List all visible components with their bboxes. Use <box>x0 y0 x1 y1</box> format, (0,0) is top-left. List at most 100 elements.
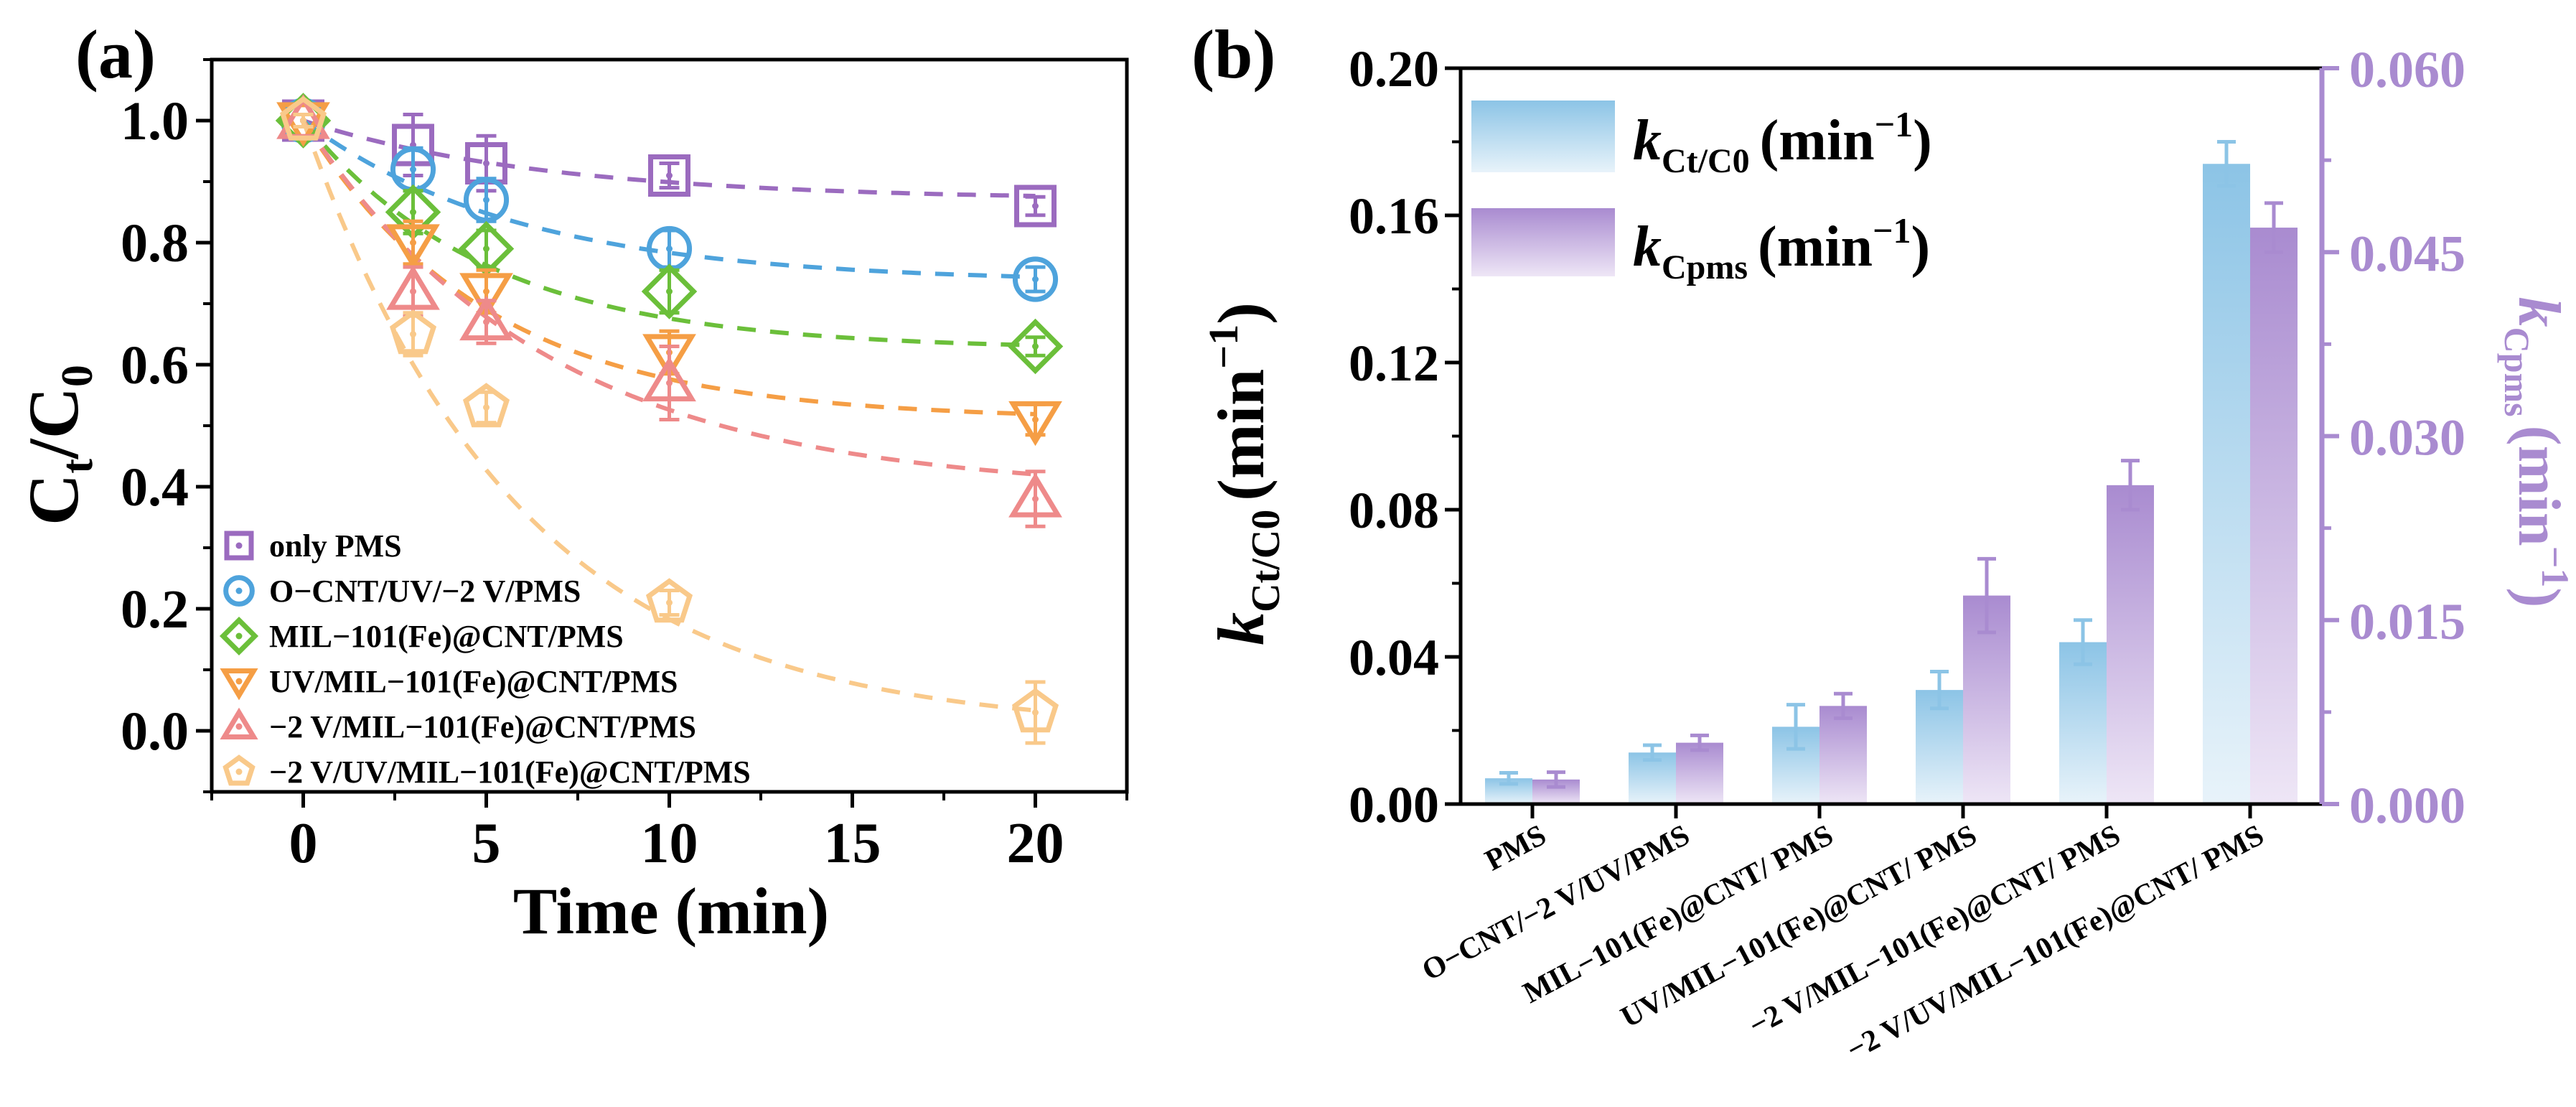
y2-tick-label-b: 0.015 <box>2349 593 2465 650</box>
x-tick-label-a: 10 <box>641 812 698 875</box>
x-tick-label-a: 5 <box>472 812 501 875</box>
data-point-3-4 <box>1008 401 1062 447</box>
legend-label-kcpms: kCpms (min−1) <box>1633 210 1930 286</box>
marker-center-dot <box>235 723 243 730</box>
data-point-3-3 <box>642 334 696 379</box>
axes-a: 0 5 10 15 20 0.0 0.2 0.4 0.6 0.8 1.0 <box>121 58 1128 875</box>
y2-axis-label-b: kCpms (min−1) <box>2497 297 2576 608</box>
data-point-4-2 <box>459 295 513 341</box>
legend-marker-2 <box>219 616 259 656</box>
legend-marker-1 <box>223 575 255 607</box>
data-points <box>275 93 1064 745</box>
marker-center-dot <box>1032 416 1039 423</box>
data-point-1-2 <box>463 177 510 223</box>
marker-center-dot <box>410 209 416 215</box>
legend-label-kct: kCt/C0 (min−1) <box>1633 104 1932 180</box>
x-tick-label-a: 0 <box>289 812 318 875</box>
ylabel-sub-0: 0 <box>53 365 102 387</box>
legend-marker-4 <box>220 707 258 739</box>
data-point-5-3 <box>645 578 693 623</box>
legend-a: only PMS O−CNT/UV/−2 V/PMS MIL−101(Fe)@CNT… <box>219 528 751 790</box>
marker-center-dot <box>235 632 243 640</box>
bar-1-1 <box>1676 742 1723 804</box>
marker-center-dot <box>666 172 673 179</box>
legend-kcpms-sub: Cpms <box>1662 248 1748 286</box>
marker-center-dot <box>1032 709 1039 716</box>
data-point-5-4 <box>1011 688 1059 733</box>
bar-1-4 <box>2107 485 2154 804</box>
legend-marker-3 <box>220 668 258 701</box>
y-tick-label-b: 0.12 <box>1349 335 1439 392</box>
bar-1-2 <box>1819 706 1867 804</box>
bars <box>1485 140 2298 804</box>
marker-center-dot <box>483 160 490 167</box>
svg-text:Ct/C0: Ct/C0 <box>14 365 102 526</box>
marker-center-dot <box>410 288 416 295</box>
legend-label-3: UV/MIL−101(Fe)@CNT/PMS <box>269 664 678 699</box>
legend-label-5: −2 V/UV/MIL−101(Fe)@CNT/PMS <box>269 755 751 790</box>
data-point-3-1 <box>386 224 440 269</box>
panel-a-label: (a) <box>75 16 156 93</box>
legend-label-2: MIL−101(Fe)@CNT/PMS <box>269 619 624 654</box>
y2label-close: ) <box>2506 587 2572 607</box>
axes-b: 0.00 0.04 0.08 0.12 0.16 0.20 0.000 0.015 0.030 0… <box>1349 40 2465 834</box>
y-tick-label-a: 0.4 <box>121 457 189 518</box>
y-tick-label-a: 0.2 <box>121 579 189 640</box>
y-tick-label-a: 0.6 <box>121 335 189 396</box>
y-tick-label-b: 0.08 <box>1349 482 1439 539</box>
data-point-5-2 <box>462 383 510 428</box>
marker-center-dot <box>1032 276 1039 283</box>
panel-b: (b) 0.000.040.080.120.160.200.0000.0150.… <box>1191 16 2576 1067</box>
marker-center-dot <box>483 404 490 411</box>
y-tick-label-a: 1.0 <box>121 91 189 151</box>
marker-center-dot <box>483 288 490 295</box>
bar-1-5 <box>2250 228 2298 804</box>
svg-text:kCt/C0(min−1): kCt/C0 (min−1) <box>1200 302 1288 645</box>
ylabel-b-close: ) <box>1204 302 1278 324</box>
marker-center-dot <box>483 197 490 203</box>
y2-tick-label-b: 0.030 <box>2349 409 2465 467</box>
marker-center-dot <box>666 599 673 606</box>
legend-swatch-kct <box>1471 101 1615 172</box>
x-tick-label-a: 15 <box>824 812 881 875</box>
marker-center-dot <box>410 331 416 337</box>
x-tick-label-a: 20 <box>1007 812 1064 875</box>
y-axis-label-a: Ct/C0 <box>14 365 102 526</box>
marker-center-dot <box>235 542 243 549</box>
data-point-1-4 <box>1012 256 1059 302</box>
y-axis-label-b: kCt/C0 (min−1) <box>1200 302 1288 645</box>
y2label-sub: Cpms <box>2497 327 2537 417</box>
category-label-0: PMS <box>1480 818 1552 877</box>
panel-b-label: (b) <box>1191 16 1275 93</box>
marker-center-dot <box>483 246 490 252</box>
legend-marker-5 <box>223 755 256 786</box>
marker-center-dot <box>1032 202 1039 210</box>
legend-swatch-kcpms <box>1471 208 1615 276</box>
ylabel-b-sup: −1 <box>1200 324 1247 369</box>
legend-label-1: O−CNT/UV/−2 V/PMS <box>269 574 581 609</box>
marker-center-dot <box>666 380 673 386</box>
y-tick-label-a: 0.8 <box>121 213 189 274</box>
plot-frame-b <box>1458 66 2324 806</box>
panel-a: (a) 0 5 10 15 20 0.0 0.2 0.4 0.6 0.8 1.0 Time (min… <box>14 16 1129 948</box>
y2-tick-label-b: 0.045 <box>2349 225 2465 282</box>
data-point-3-2 <box>459 273 513 318</box>
data-point-4-1 <box>386 265 440 310</box>
marker-center-dot <box>410 166 416 173</box>
fit-curve-2 <box>301 119 1036 347</box>
y2label-k: k <box>2506 297 2572 327</box>
ylabel-c: C <box>14 474 93 526</box>
legend-b: kCt/C0 (min−1) kCpms (min−1) <box>1471 101 1932 286</box>
data-point-5-0 <box>279 95 327 141</box>
marker-center-dot <box>1032 495 1039 503</box>
data-point-5-1 <box>389 309 437 355</box>
y-tick-label-a: 0.0 <box>121 701 189 762</box>
ylabel-b-k: k <box>1204 612 1278 645</box>
marker-center-dot <box>666 246 673 252</box>
fit-curve-1 <box>301 118 1036 279</box>
x-axis-label-a: Time (min) <box>513 874 829 948</box>
y-tick-label-b: 0.16 <box>1349 187 1439 245</box>
y2label-sup: −1 <box>2534 546 2576 588</box>
